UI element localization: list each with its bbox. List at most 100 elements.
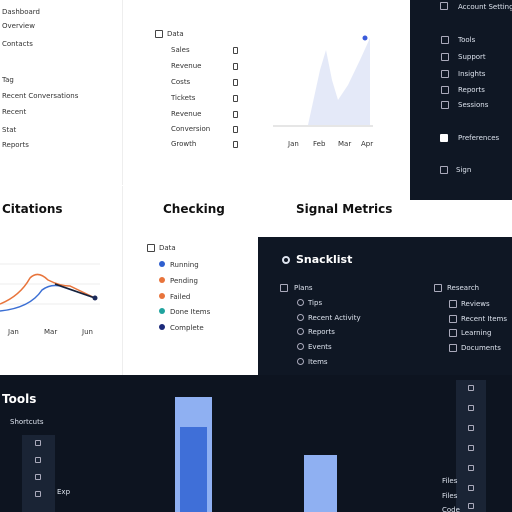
line-chart [0, 263, 100, 312]
point [362, 35, 368, 41]
list-item: Tips [308, 299, 323, 307]
icon [468, 485, 474, 491]
chart-label: Feb [313, 140, 326, 148]
chart-label: Mar [338, 140, 352, 148]
icon [449, 329, 457, 337]
legend-item: Pending [170, 277, 198, 285]
legend-dot [159, 261, 165, 267]
nav-item: Contacts [2, 40, 33, 48]
icon [449, 344, 457, 352]
icon [35, 440, 41, 446]
icon [468, 425, 474, 431]
icon [280, 284, 288, 292]
icon [468, 503, 474, 509]
icon [440, 134, 448, 142]
menu-item: Reports [458, 86, 485, 94]
list-item: Documents [461, 344, 501, 352]
icon [441, 86, 449, 94]
nav-item: Overview [2, 22, 35, 30]
chart-label: Jan [288, 140, 299, 148]
citations-panel: Citations Jan Mar Jun [0, 186, 123, 375]
icon [147, 244, 155, 252]
list-header: Plans [294, 284, 313, 292]
legend-item: Done Items [170, 308, 211, 316]
list-item: Recent Items [461, 315, 507, 323]
icon [440, 2, 448, 10]
legend-item: Running [170, 261, 199, 269]
legend-dot [159, 324, 165, 330]
line [0, 284, 96, 312]
snacklist-title: Snacklist [296, 253, 353, 266]
legend-item: Failed [170, 293, 191, 301]
icon [468, 465, 474, 471]
menu-item: Tools [458, 36, 476, 44]
icon [440, 166, 448, 174]
data-item: Costs [171, 78, 191, 86]
icon [297, 299, 304, 306]
legend-header: Data [159, 244, 176, 252]
list-item: Events [308, 343, 332, 351]
checking-panel: Checking Data Running Pending Failed Done Ite… [123, 186, 258, 375]
icon [449, 300, 457, 308]
column [22, 435, 55, 512]
icon [233, 79, 238, 86]
tools-panel: Tools Shortcuts Exp Files Files Code [0, 375, 512, 512]
data-panel: Data Sales Revenue Costs Tickets Revenue Conve… [123, 0, 410, 185]
icon [468, 385, 474, 391]
subtitle: Shortcuts [10, 418, 44, 426]
file-label: Code [442, 506, 460, 512]
icon [233, 95, 238, 102]
snacklist-panel: Snacklist Plans Tips Recent Activity Reports… [258, 237, 512, 375]
data-item: Revenue [171, 62, 202, 70]
chart-label: Mar [44, 328, 58, 336]
citations-title: Citations [2, 202, 63, 216]
data-header: Data [167, 30, 184, 38]
line [0, 273, 96, 305]
icon [35, 491, 41, 497]
data-item: Tickets [171, 94, 196, 102]
list-item: Reviews [461, 300, 490, 308]
nav-item: Reports [2, 141, 29, 149]
legend-item: Complete [170, 324, 204, 332]
chart-label: Jan [8, 328, 19, 336]
tools-title: Tools [2, 392, 37, 406]
list-item: Learning [461, 329, 492, 337]
nav-item: Stat [2, 126, 17, 134]
legend-dot [159, 277, 165, 283]
icon [441, 53, 449, 61]
signal-panel: Signal Metrics [258, 186, 410, 237]
icon [155, 30, 163, 38]
menu-item: Insights [458, 70, 486, 78]
data-item: Revenue [171, 110, 202, 118]
nav-item: Recent Conversations [2, 92, 79, 100]
signal-title: Signal Metrics [296, 202, 393, 216]
account-panel: Account Settings Tools Support Insights Repo… [410, 0, 512, 200]
bar-shape [304, 455, 337, 512]
line [54, 283, 96, 299]
legend-dot [159, 308, 165, 314]
icon [468, 445, 474, 451]
menu-item: Sessions [458, 101, 489, 109]
nav-item: Tag [2, 76, 14, 84]
icon [449, 315, 457, 323]
file-label: Files [442, 477, 458, 485]
menu-item: Support [458, 53, 486, 61]
data-item: Conversion [171, 125, 211, 133]
area [278, 38, 370, 125]
list-item: Recent Activity [308, 314, 361, 322]
bar-inner [180, 427, 207, 512]
icon [468, 405, 474, 411]
icon [297, 314, 304, 321]
icon [441, 101, 449, 109]
nav-item: Recent [2, 108, 27, 116]
icon [282, 256, 290, 264]
nav-item: Dashboard [2, 8, 40, 16]
icon [233, 63, 238, 70]
checking-title: Checking [163, 202, 225, 216]
point [92, 295, 98, 301]
icon [35, 457, 41, 463]
data-item: Growth [171, 140, 197, 148]
preferences: Preferences [458, 134, 500, 142]
legend-dot [159, 293, 165, 299]
